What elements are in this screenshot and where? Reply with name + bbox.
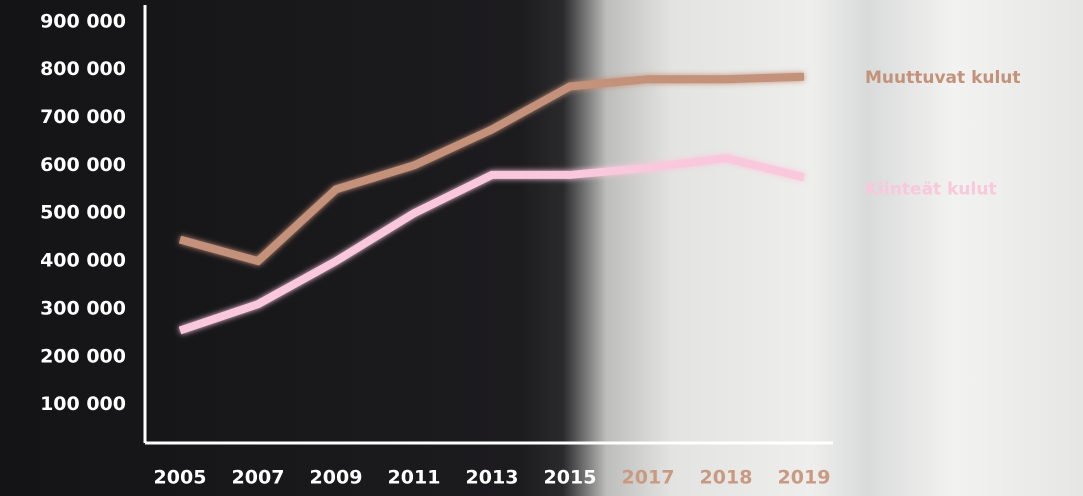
x-tick-label: 2018	[700, 467, 753, 489]
x-tick-label: 2017	[622, 467, 675, 489]
x-tick-label: 2019	[778, 467, 831, 489]
series-line	[178, 72, 805, 266]
y-tick-label: 700 000	[40, 106, 126, 128]
y-tick-label: 900 000	[40, 10, 126, 32]
x-tick-label: 2013	[466, 467, 519, 489]
legend-label: Muuttuvat kulut	[865, 68, 1021, 88]
y-tick-label: 200 000	[40, 345, 126, 367]
y-tick-label: 600 000	[40, 154, 126, 176]
series-line	[178, 154, 805, 335]
x-tick-label: 2005	[154, 467, 207, 489]
y-tick-label: 100 000	[40, 393, 126, 415]
legend-label: Kiinteät kulut	[865, 179, 997, 199]
y-tick-label: 500 000	[40, 202, 126, 224]
x-tick-label: 2007	[232, 467, 285, 489]
x-tick-label: 2015	[544, 467, 597, 489]
y-tick-label: 300 000	[40, 297, 126, 319]
x-tick-label: 2009	[310, 467, 363, 489]
y-tick-label: 800 000	[40, 58, 126, 80]
y-tick-label: 400 000	[40, 250, 126, 272]
x-tick-label: 2011	[388, 467, 441, 489]
